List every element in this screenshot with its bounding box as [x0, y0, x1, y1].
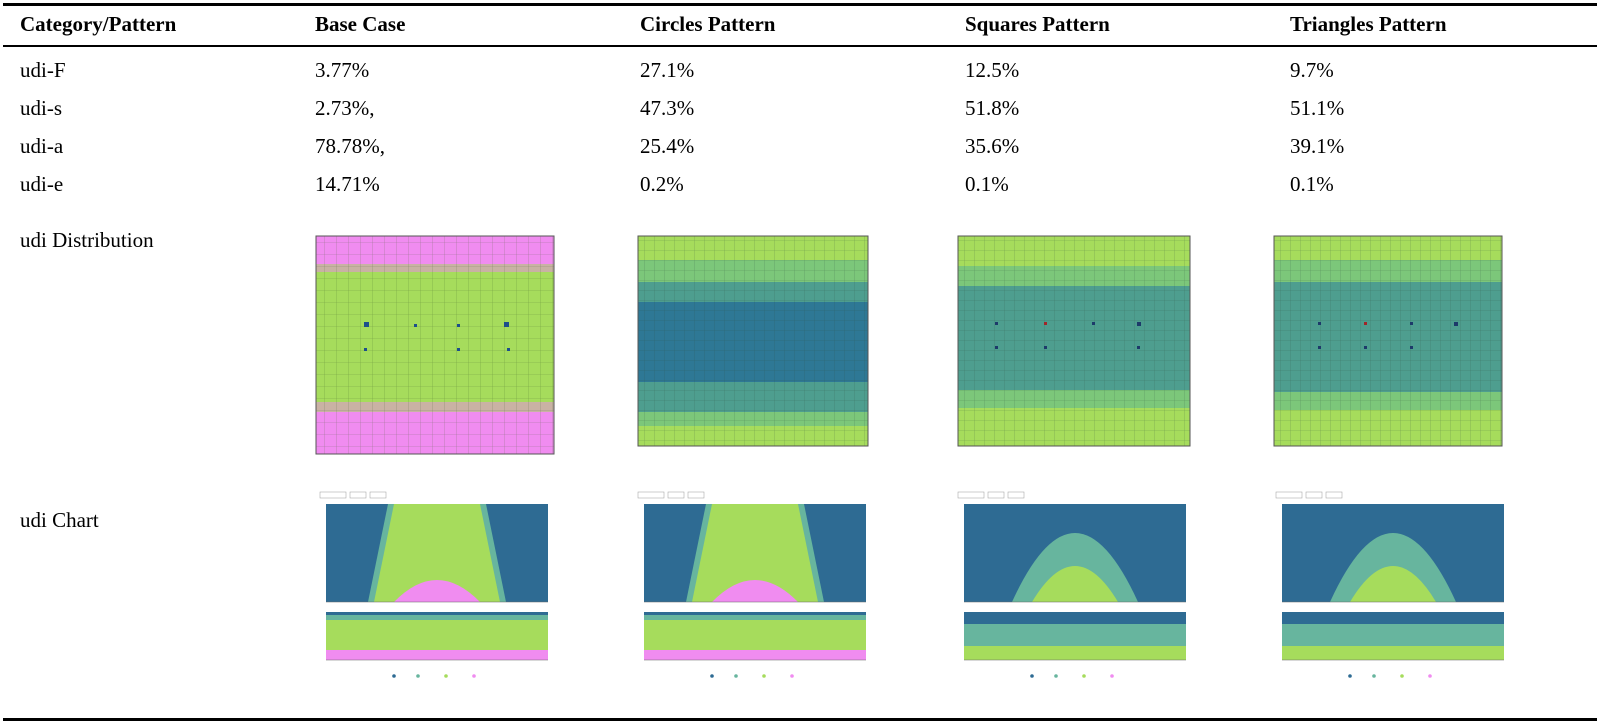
cell-udi-f-circles: 27.1% [640, 58, 695, 82]
row-label-chart: udi Chart [20, 508, 99, 532]
cell-udi-e-triangles: 0.1% [1290, 172, 1334, 196]
cell-udi-e-squares: 0.1% [965, 172, 1009, 196]
distribution-map-base [312, 230, 558, 460]
distribution-map-triangles [1270, 230, 1506, 460]
row-label-udi-f: udi-F [20, 58, 66, 82]
row-label-udi-s: udi-s [20, 96, 62, 120]
cell-udi-s-triangles: 51.1% [1290, 96, 1345, 120]
distribution-map-circles [634, 230, 872, 460]
cell-udi-a-circles: 25.4% [640, 134, 695, 158]
cell-udi-s-base: 2.73%, [315, 96, 375, 120]
cell-udi-f-squares: 12.5% [965, 58, 1020, 82]
table-top-rule [3, 3, 1597, 6]
row-label-distribution: udi Distribution [20, 228, 154, 252]
row-label-udi-e: udi-e [20, 172, 64, 196]
cell-udi-e-base: 14.71% [315, 172, 380, 196]
header-squares: Squares Pattern [965, 12, 1110, 36]
cell-udi-e-circles: 0.2% [640, 172, 684, 196]
udi-chart-squares [956, 490, 1190, 695]
header-circles: Circles Pattern [640, 12, 776, 36]
cell-udi-s-squares: 51.8% [965, 96, 1020, 120]
table-bottom-rule [3, 718, 1597, 721]
udi-chart-triangles [1274, 490, 1508, 695]
cell-udi-s-circles: 47.3% [640, 96, 695, 120]
cell-udi-f-base: 3.77% [315, 58, 370, 82]
cell-udi-f-triangles: 9.7% [1290, 58, 1334, 82]
cell-udi-a-triangles: 39.1% [1290, 134, 1345, 158]
udi-chart-base [318, 490, 552, 695]
day-profile-acceptable-area [374, 504, 500, 602]
annual-profile-excessive-area [326, 650, 548, 660]
udi-chart-circles [636, 490, 870, 695]
row-label-udi-a: udi-a [20, 134, 64, 158]
cell-udi-a-base: 78.78%, [315, 134, 385, 158]
distribution-map-squares [954, 230, 1194, 460]
header-base-case: Base Case [315, 12, 406, 36]
day-profile-excessive-area [394, 580, 480, 602]
table-header-rule [3, 45, 1597, 47]
header-category: Category/Pattern [20, 12, 177, 36]
cell-udi-a-squares: 35.6% [965, 134, 1020, 158]
header-triangles: Triangles Pattern [1290, 12, 1447, 36]
